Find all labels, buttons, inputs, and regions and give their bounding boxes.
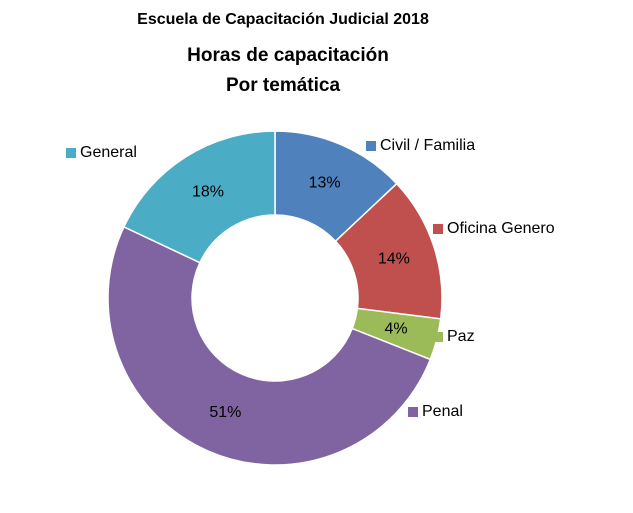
legend-swatch xyxy=(66,148,76,158)
legend-label: Oficina Genero xyxy=(447,220,555,237)
chart-subtitle: Horas de capacitación xyxy=(187,45,389,66)
data-label: 18% xyxy=(192,184,224,201)
legend-label: Civil / Familia xyxy=(380,137,475,154)
data-label: 51% xyxy=(209,404,241,421)
legend-swatch xyxy=(433,224,443,234)
legend-swatch xyxy=(366,141,376,151)
donut-segment xyxy=(107,225,432,466)
legend-swatch xyxy=(433,332,443,342)
legend-swatch xyxy=(408,407,418,417)
chart-title: Escuela de Capacitación Judicial 2018 xyxy=(137,11,429,28)
legend-label: Penal xyxy=(422,403,463,420)
legend-label: Paz xyxy=(447,328,475,345)
legend-label: General xyxy=(80,144,137,161)
data-label: 4% xyxy=(385,320,408,337)
chart-subtitle: Por temática xyxy=(226,75,340,96)
data-label: 14% xyxy=(378,251,410,268)
donut-segment xyxy=(122,130,276,264)
data-label: 13% xyxy=(309,174,341,191)
